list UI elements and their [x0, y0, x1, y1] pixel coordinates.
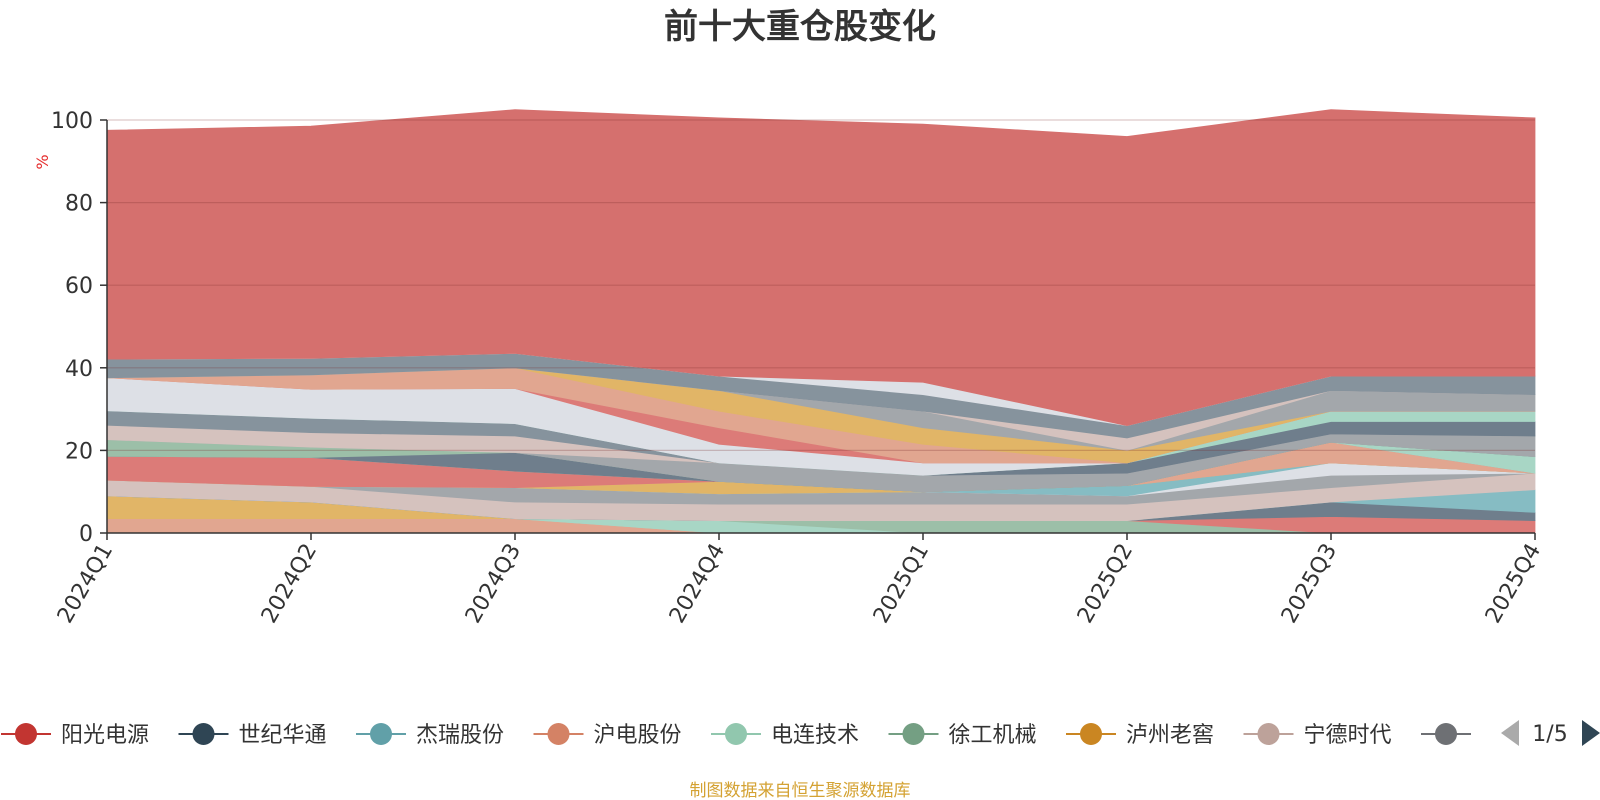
y-tick-label: 40: [65, 357, 93, 382]
legend-label: 杰瑞股份: [416, 723, 504, 748]
legend-dot-marker: [1435, 723, 1457, 745]
legend-item[interactable]: 宁德时代: [1243, 723, 1392, 748]
chart-title: 前十大重仓股变化: [664, 7, 936, 47]
legend-dot-marker: [1257, 723, 1280, 745]
legend-dot-marker: [547, 723, 570, 745]
legend-item[interactable]: 徐工机械: [888, 723, 1037, 748]
y-tick-label: 80: [65, 192, 93, 217]
legend-pager: 1/5: [1501, 720, 1600, 747]
grid-layer: [107, 119, 1535, 451]
legend-dot-marker: [370, 723, 392, 745]
next-page-icon[interactable]: [1582, 720, 1600, 746]
legend-dot-marker: [192, 723, 215, 745]
y-axis-label: %: [33, 154, 52, 169]
legend-item[interactable]: [: [1421, 723, 1490, 748]
y-tick-label: 20: [65, 439, 93, 464]
legend-label: 阳光电源: [61, 723, 149, 748]
x-tick-label: 2025Q2: [1073, 540, 1138, 628]
x-tick-label: 2025Q4: [1481, 540, 1546, 628]
x-tick-label: 2024Q4: [665, 540, 730, 628]
legend-dot-marker: [15, 723, 37, 745]
area-series-32: [106, 109, 1536, 427]
legend-item[interactable]: 沪电股份: [533, 723, 682, 748]
legend-items: 阳光电源 世纪华通 杰瑞股份 沪电股份 电连技术 徐工机械 泸州老窖 宁德时代 [: [1, 723, 1490, 748]
legend-label: 沪电股份: [594, 723, 682, 748]
x-tick-label: 2025Q3: [1277, 540, 1342, 628]
x-tick-label: 2025Q1: [869, 540, 934, 628]
y-tick-label: 60: [65, 274, 93, 299]
areas-layer: [106, 109, 1536, 534]
legend-label: 宁德时代: [1304, 723, 1392, 748]
legend-page-indicator: 1/5: [1532, 722, 1567, 747]
legend-item[interactable]: 世纪华通: [178, 723, 327, 748]
legend-dot-marker: [902, 723, 925, 745]
legend-dot-marker: [1080, 723, 1102, 745]
x-tick-label: 2024Q3: [461, 540, 526, 628]
y-tick-label: 100: [51, 109, 93, 134]
previous-page-icon[interactable]: [1501, 720, 1519, 746]
legend-label: 泸州老窖: [1126, 723, 1214, 748]
x-tick-label: 2024Q1: [53, 540, 118, 628]
legend-label: 徐工机械: [949, 723, 1037, 748]
legend-item[interactable]: 杰瑞股份: [356, 723, 504, 748]
legend-item[interactable]: 电连技术: [711, 723, 859, 748]
legend-item[interactable]: 阳光电源: [1, 723, 149, 748]
legend-label: 世纪华通: [239, 723, 327, 748]
y-tick-label: 0: [79, 522, 93, 547]
legend-label: [: [1481, 723, 1490, 748]
legend-label: 电连技术: [771, 723, 859, 748]
legend: 阳光电源 世纪华通 杰瑞股份 沪电股份 电连技术 徐工机械 泸州老窖 宁德时代 [: [1, 723, 1490, 748]
legend-dot-marker: [725, 723, 747, 745]
x-tick-label: 2024Q2: [257, 540, 322, 628]
data-source-note: 制图数据来自恒生聚源数据库: [690, 781, 911, 800]
legend-item[interactable]: 泸州老窖: [1066, 723, 1214, 748]
